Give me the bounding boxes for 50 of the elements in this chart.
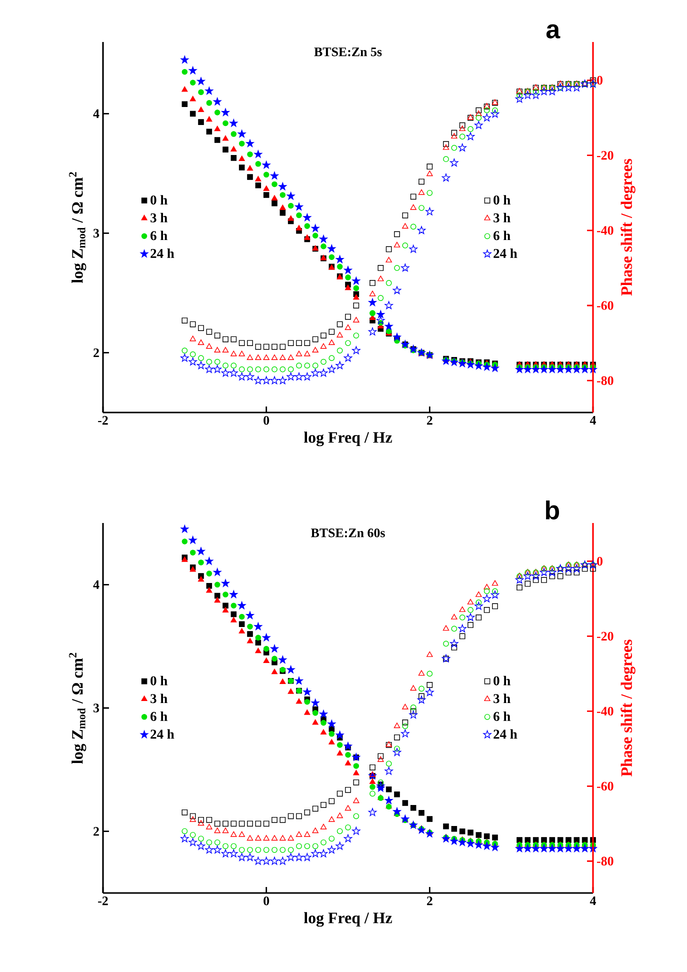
y2-tick-label: -80 [596, 856, 614, 866]
y2-tick-label: -20 [596, 632, 614, 641]
y2-tick-label: -60 [596, 301, 614, 310]
legend-label: 6 h [150, 711, 168, 721]
x-tick-label: 2 [426, 896, 432, 906]
x-tick-label: 2 [426, 416, 432, 425]
y2-tick-label: -60 [596, 782, 614, 791]
legend-label: 24 h [150, 729, 174, 739]
y-tick-label: 4 [93, 580, 100, 589]
y2-tick-label: 0 [597, 76, 603, 85]
y2-tick-label: 0 [597, 556, 603, 566]
legend-label: 0 h [494, 195, 510, 205]
legend-label: 0 h [150, 195, 168, 205]
legend-label: 3 h [494, 694, 510, 704]
legend-label: 24 h [150, 248, 174, 258]
y2-tick-label: -20 [596, 150, 614, 160]
y2-tick-label: -80 [596, 376, 614, 385]
legend-label: 6 h [150, 230, 168, 240]
y2-tick-label: -40 [596, 706, 614, 716]
legend-label: 24 h [494, 729, 518, 739]
y-tick-label: 3 [93, 704, 100, 712]
x-tick-label: -2 [98, 896, 108, 906]
legend-label: 0 h [494, 676, 510, 686]
y-tick-label: 4 [93, 109, 100, 118]
x-tick-label: -2 [98, 416, 108, 425]
x-axis-title: log Freq / Hz [304, 912, 392, 927]
y-tick-label: 2 [94, 827, 99, 836]
x-tick-label: 4 [590, 416, 596, 425]
x-axis-title: log Freq / Hz [304, 432, 392, 446]
y2-axis-title: Phase shift / degrees [620, 640, 636, 776]
y-tick-label: 3 [93, 228, 100, 238]
legend-label: 3 h [150, 212, 168, 222]
legend-label: 3 h [494, 212, 510, 222]
legend-label: 3 h [150, 694, 168, 704]
y2-tick-label: -40 [596, 226, 614, 235]
x-tick-label: 0 [264, 896, 270, 906]
x-tick-label: 4 [590, 896, 596, 906]
text: a [546, 24, 560, 38]
chart-title: BTSE:Zn 60s [310, 528, 385, 538]
legend-label: 0 h [150, 676, 168, 686]
legend-label: 6 h [494, 711, 510, 721]
y-tick-label: 2 [94, 348, 99, 358]
y-axis-title: log Z$_{mod}$ / Ω cm$^{2}$ [69, 652, 86, 764]
chart-title: BTSE:Zn 5s [314, 48, 382, 56]
x-tick-label: 0 [264, 416, 270, 425]
legend-label: 6 h [494, 230, 510, 240]
y2-axis-title: Phase shift / degrees [620, 158, 636, 296]
legend-label: 24 h [494, 248, 518, 258]
text: b [546, 500, 560, 520]
y-axis-title: log Z$_{mod}$ / Ω cm$^{2}$ [69, 172, 86, 284]
